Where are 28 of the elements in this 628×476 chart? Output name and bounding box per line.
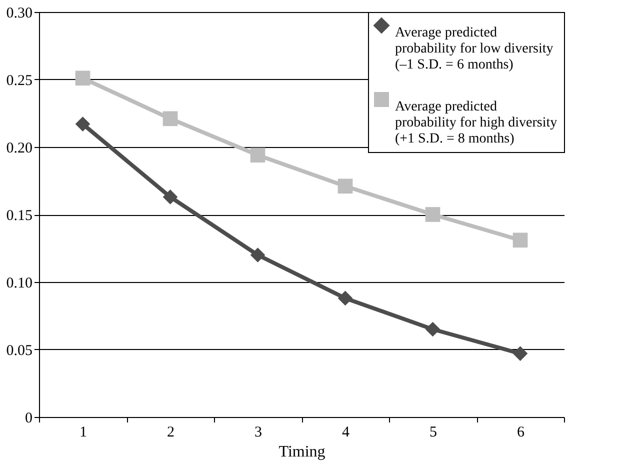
legend-label: Average predicted probability for low diversity (–1 S.D. = 6 months) — [395, 26, 554, 72]
point — [512, 346, 528, 361]
x-tick-label: 2 — [167, 424, 174, 440]
point — [512, 232, 528, 248]
y-tick-label: 0.10 — [6, 276, 32, 292]
point — [338, 178, 353, 194]
x-tick-label: 5 — [430, 424, 437, 440]
point — [162, 190, 178, 204]
point — [75, 116, 90, 132]
point — [250, 148, 266, 163]
x-axis-title: Timing — [278, 444, 326, 460]
x-tick-label: 3 — [254, 424, 262, 440]
y-tick-label: 0.05 — [6, 343, 32, 359]
point — [338, 290, 353, 306]
point — [75, 70, 90, 86]
y-tick-label: 0 — [25, 410, 32, 426]
y-tick-label: 0.25 — [6, 73, 32, 89]
y-tick-label: 0.15 — [6, 208, 32, 224]
x-tick-label: 4 — [342, 424, 350, 440]
point — [425, 322, 440, 337]
y-tick-label: 0.30 — [6, 6, 32, 22]
y-tick-label: 0.20 — [6, 140, 32, 156]
x-tick-label: 1 — [80, 424, 87, 440]
point — [425, 207, 440, 222]
x-tick-label: 6 — [517, 424, 525, 440]
legend-label: Average predicted probability for high diversity (+1 S.D. = 8 months) — [395, 100, 558, 146]
point — [162, 111, 178, 126]
point — [250, 248, 266, 262]
